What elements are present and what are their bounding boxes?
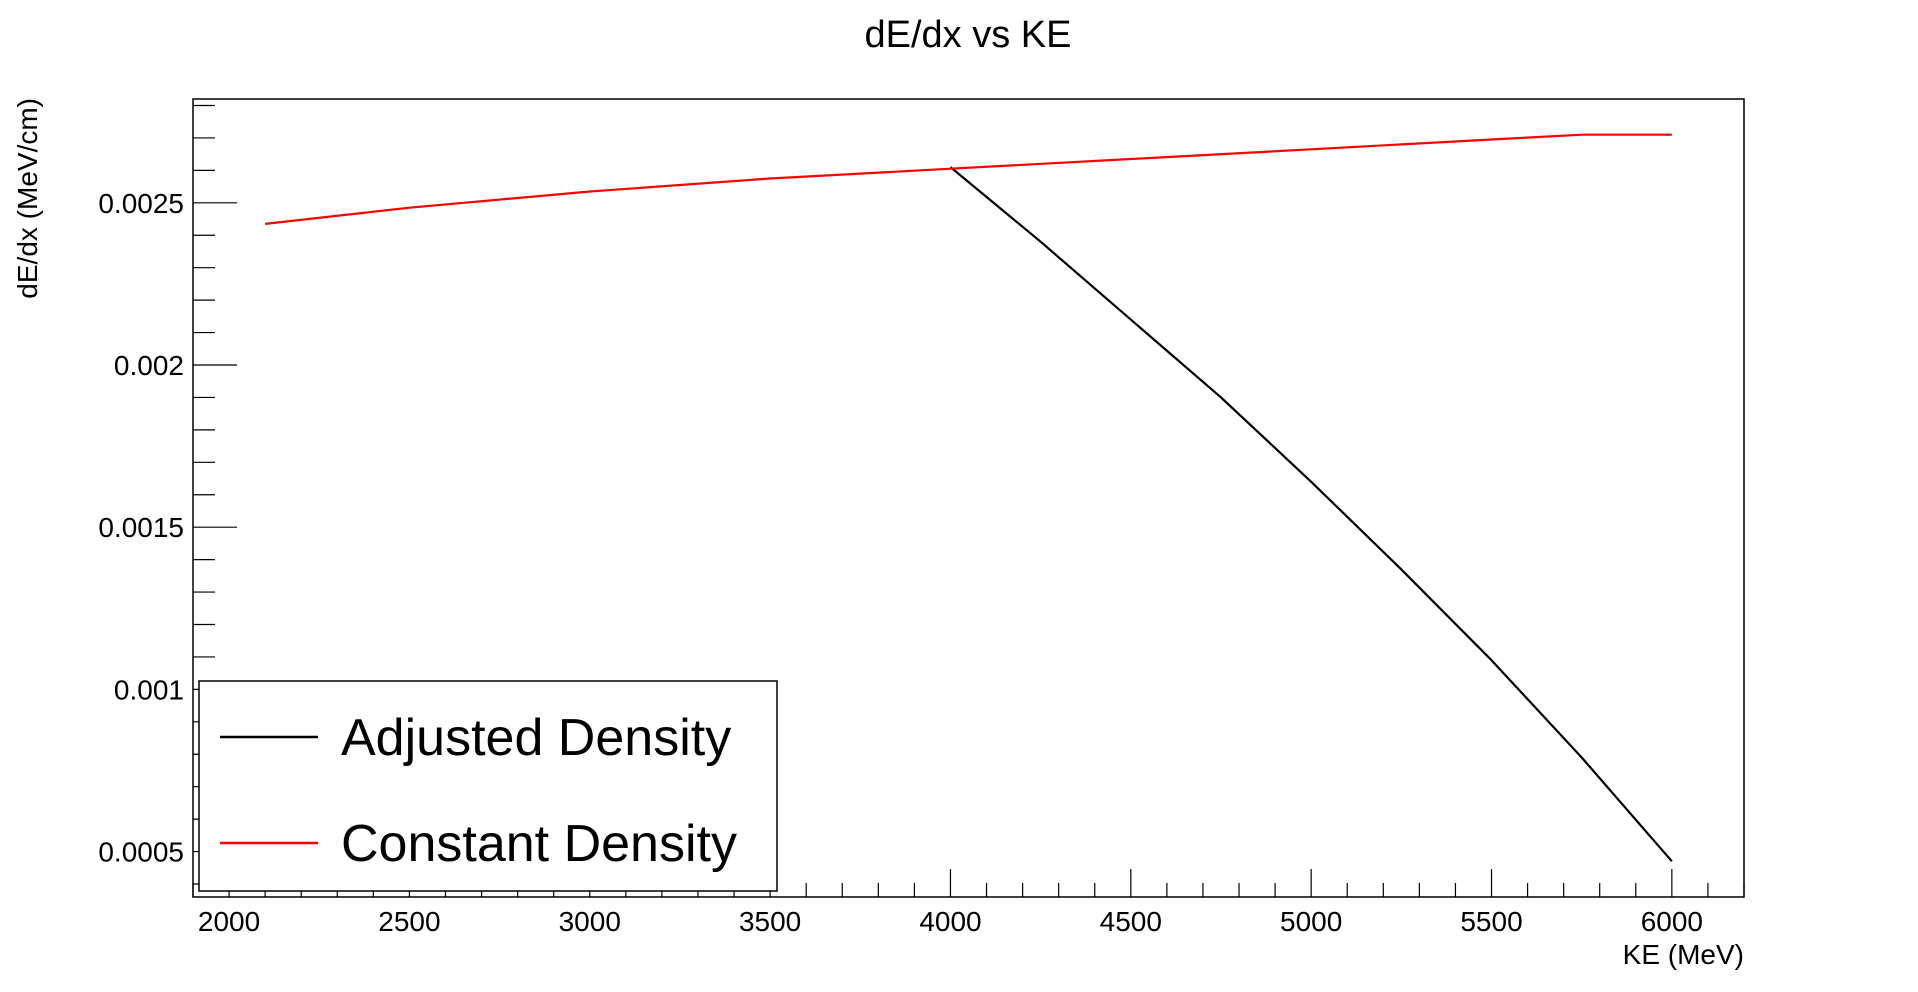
x-tick-label: 5000 (1280, 906, 1342, 937)
x-tick-label: 2500 (378, 906, 440, 937)
x-axis-label: KE (MeV) (1623, 939, 1744, 970)
x-tick-label: 4500 (1100, 906, 1162, 937)
y-tick-label: 0.0015 (98, 512, 184, 543)
chart-title: dE/dx vs KE (865, 14, 1072, 56)
legend-label-constant-density: Constant Density (341, 815, 737, 873)
y-axis-label: dE/dx (MeV/cm) (12, 98, 43, 299)
series-line-adjusted-density (949, 166, 1673, 863)
y-tick-label: 0.002 (114, 350, 184, 381)
series-layer (264, 133, 1673, 863)
x-tick-label: 5500 (1460, 906, 1522, 937)
x-tick-label: 3000 (559, 906, 621, 937)
y-tick-label: 0.0005 (98, 837, 184, 868)
legend-label-adjusted-density: Adjusted Density (341, 709, 731, 767)
series-line-constant-density (264, 133, 1672, 225)
x-tick-label: 3500 (739, 906, 801, 937)
plot-frame (192, 98, 1745, 898)
x-tick-label: 2000 (198, 906, 260, 937)
legend: Adjusted Density Constant Density (198, 680, 778, 892)
legend-box (198, 680, 778, 892)
x-tick-label: 6000 (1641, 906, 1703, 937)
x-tick-label: 4000 (919, 906, 981, 937)
axis-ticks: 2000 2500 3000 3500 4000 4500 5000 5500 6000 0.00… (98, 104, 1745, 937)
y-tick-label: 0.0025 (98, 188, 184, 219)
y-tick-label: 0.001 (114, 674, 184, 705)
